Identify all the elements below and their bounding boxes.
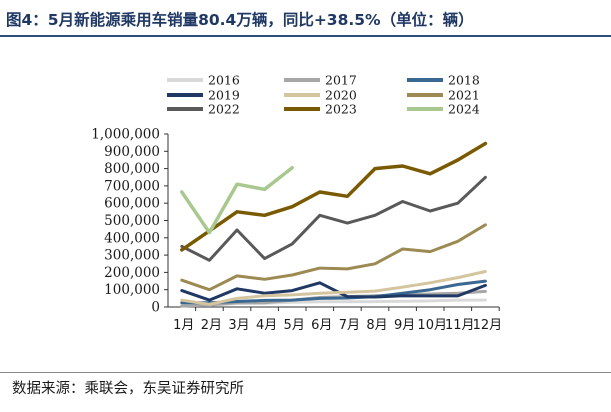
legend-label-2022: 2022 — [208, 102, 240, 117]
series-line-2020 — [180, 270, 487, 306]
series-line-2021 — [180, 223, 487, 292]
y-tick-label: 700,000 — [104, 178, 160, 194]
y-tick-label: 400,000 — [104, 230, 160, 246]
x-tick-label: 6月 — [311, 318, 332, 333]
legend-label-2016: 2016 — [208, 73, 240, 88]
y-tick-label: 300,000 — [104, 248, 160, 264]
x-tick-label: 3月 — [228, 318, 249, 333]
legend-label-2018: 2018 — [448, 73, 480, 88]
legend-label-2019: 2019 — [208, 88, 240, 103]
y-tick-label: 500,000 — [104, 213, 160, 229]
y-tick-label: 0 — [151, 300, 160, 316]
series-line-2024 — [180, 165, 294, 235]
legend-label-2024: 2024 — [448, 102, 480, 117]
x-tick-label: 2月 — [201, 318, 222, 333]
x-tick-label: 5月 — [284, 318, 305, 333]
x-tick-label: 4月 — [256, 318, 277, 333]
y-tick-label: 600,000 — [104, 196, 160, 212]
title-bar: 图4：5月新能源乘用车销量80.4万辆，同比+38.5%（单位：辆） — [0, 0, 611, 34]
y-tick-label: 800,000 — [104, 161, 160, 177]
source-rule — [0, 372, 611, 373]
x-tick-label: 9月 — [394, 318, 415, 333]
series-line-2019 — [180, 281, 487, 302]
legend-label-2017: 2017 — [325, 73, 357, 88]
y-tick-label: 200,000 — [104, 265, 160, 281]
y-tick-label: 1,000,000 — [91, 127, 160, 143]
figure-title: 图4：5月新能源乘用车销量80.4万辆，同比+38.5%（单位：辆） — [6, 11, 474, 29]
series-line-2018 — [180, 279, 487, 305]
legend-label-2023: 2023 — [325, 102, 357, 117]
title-rule — [0, 35, 611, 37]
y-tick-label: 900,000 — [104, 144, 160, 160]
series-line-2023 — [180, 141, 488, 252]
x-tick-label: 8月 — [366, 318, 387, 333]
source-note: 数据来源：乘联会，东吴证券研究所 — [12, 381, 244, 397]
x-tick-label: 7月 — [339, 318, 360, 333]
x-tick-label: 12月 — [473, 318, 503, 333]
x-tick-label: 11月 — [445, 318, 475, 333]
series-line-2022 — [180, 175, 487, 262]
x-tick-label: 1月 — [173, 318, 194, 333]
x-tick-label: 10月 — [417, 318, 447, 333]
legend-label-2021: 2021 — [448, 88, 480, 103]
legend-label-2020: 2020 — [325, 88, 357, 103]
y-tick-label: 100,000 — [104, 282, 160, 298]
